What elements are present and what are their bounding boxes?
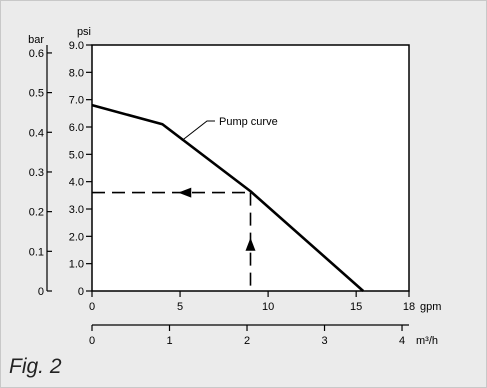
- bar-tick-label: 0.6: [29, 48, 44, 60]
- m3h-tick-label: 0: [89, 335, 95, 347]
- m3h-tick-label: 1: [166, 335, 172, 347]
- bar-tick-label: 0.3: [29, 167, 44, 179]
- psi-tick-label: 7.0: [69, 95, 84, 107]
- pump-curve-annotation: Pump curve: [219, 116, 278, 128]
- psi-tick-label: 0: [78, 286, 84, 298]
- m3h-tick-label: 4: [399, 335, 405, 347]
- m3h-tick-label: 3: [321, 335, 327, 347]
- m3h-tick-label: 2: [244, 335, 250, 347]
- psi-tick-label: 9.0: [69, 40, 84, 52]
- gpm-tick-label: 18: [403, 301, 415, 313]
- gpm-unit-label: gpm: [420, 301, 441, 313]
- psi-tick-label: 5.0: [69, 149, 84, 161]
- pump-curve-line: [91, 103, 365, 292]
- psi-tick-label: 2.0: [69, 231, 84, 243]
- figure-caption: Fig. 2: [9, 355, 62, 378]
- bar-tick-label: 0: [38, 286, 44, 298]
- psi-tick-label: 1.0: [69, 259, 84, 271]
- gpm-tick-label: 10: [262, 301, 274, 313]
- bar-tick-label: 0.4: [29, 127, 44, 139]
- psi-tick-label: 8.0: [69, 67, 84, 79]
- arrow-left-icon: [178, 187, 192, 198]
- gpm-tick-label: 5: [177, 301, 183, 313]
- gpm-tick-label: 0: [89, 301, 95, 313]
- bar-tick-label: 0.1: [29, 246, 44, 258]
- psi-tick-label: 6.0: [69, 122, 84, 134]
- bar-tick-label: 0.5: [29, 88, 44, 100]
- psi-tick-label: 3.0: [69, 204, 84, 216]
- psi-tick-label: 4.0: [69, 177, 84, 189]
- gpm-tick-label: 15: [350, 301, 362, 313]
- annotation-leader: [181, 120, 215, 142]
- psi-unit-label: psi: [77, 26, 91, 38]
- m3h-unit-label: m³/h: [416, 335, 438, 347]
- bar-unit-label: bar: [28, 34, 44, 46]
- bar-tick-label: 0.2: [29, 207, 44, 219]
- arrow-up-icon: [245, 237, 256, 251]
